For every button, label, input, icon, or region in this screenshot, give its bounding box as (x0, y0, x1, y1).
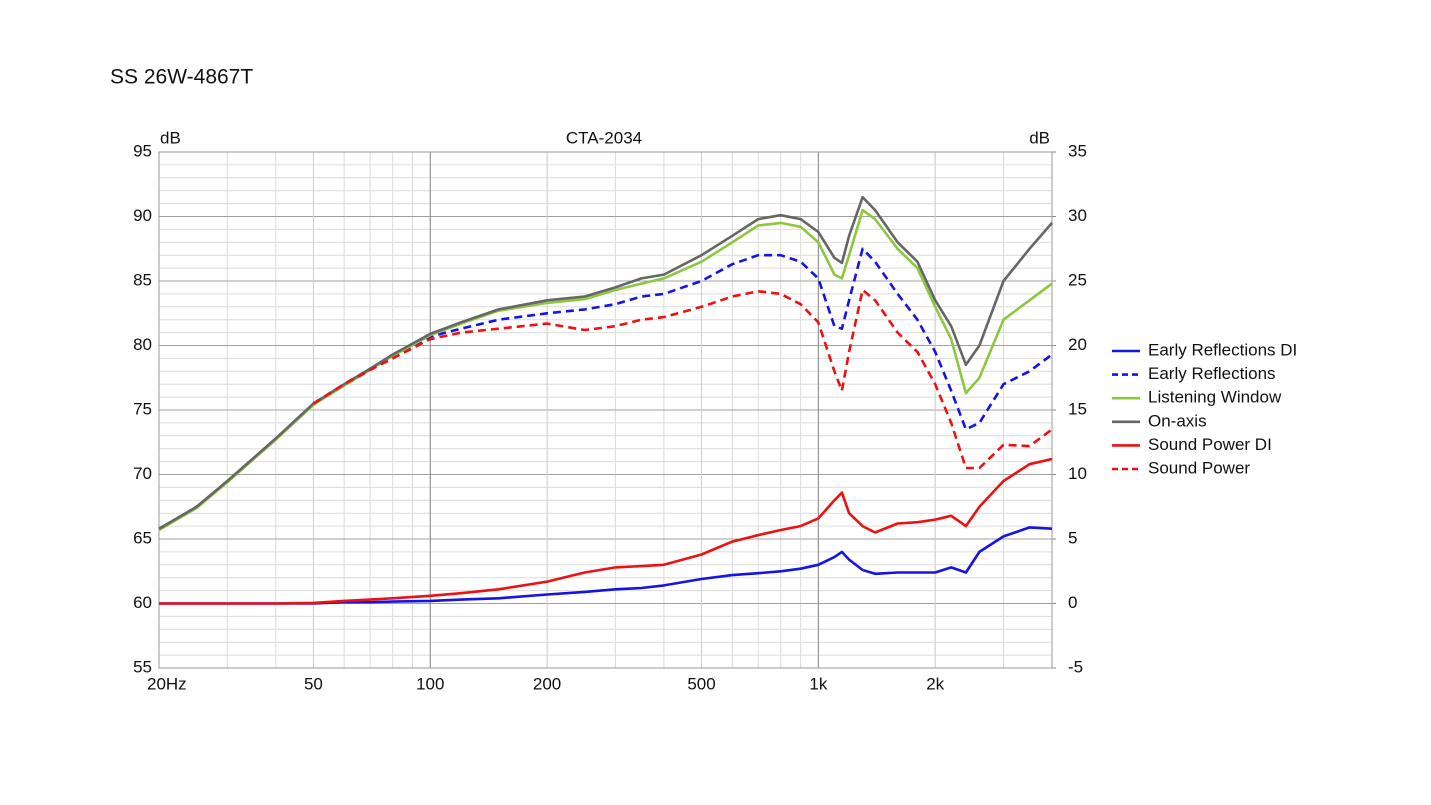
y2-tick-label: 30 (1068, 206, 1087, 225)
x-tick-label: 2k (926, 674, 944, 693)
series-line (159, 457, 1053, 605)
y-tick-label: 55 (133, 657, 152, 676)
y2-tick-label: 0 (1068, 593, 1077, 612)
x-tick-label: 200 (533, 674, 561, 693)
series-line (312, 247, 1053, 431)
y-tick-label: 95 (133, 141, 152, 160)
y-tick-label: 85 (133, 270, 152, 289)
y2-tick-label: 5 (1068, 528, 1077, 547)
y2-tick-label: 25 (1068, 270, 1087, 289)
series-line (312, 288, 1053, 470)
legend-label: Early Reflections DI (1148, 340, 1297, 359)
x-tick-label: 1k (809, 674, 827, 693)
y2-tick-label: 35 (1068, 141, 1087, 160)
y-tick-label: 65 (133, 528, 152, 547)
series-line (159, 526, 1053, 605)
y-tick-label: 90 (133, 206, 152, 225)
page-title: SS 26W-4867T (110, 66, 253, 89)
legend-label: Listening Window (1148, 388, 1282, 407)
y-tick-label: 60 (133, 593, 152, 612)
y-axis-label: dB (160, 128, 181, 147)
x-tick-label: 500 (687, 674, 715, 693)
legend-label: On-axis (1148, 411, 1207, 430)
y-tick-label: 70 (133, 464, 152, 483)
plot-frame (158, 151, 1053, 669)
y-tick-label: 75 (133, 399, 152, 418)
x-tick-label: 50 (304, 674, 323, 693)
y2-tick-label: 15 (1068, 399, 1087, 418)
x-tick-label: 20Hz (147, 674, 187, 693)
y2-axis-label: dB (1029, 128, 1050, 147)
chart-title: CTA-2034 (566, 128, 642, 147)
legend-label: Early Reflections (1148, 364, 1276, 383)
y2-tick-label: 20 (1068, 335, 1087, 354)
series-line (158, 195, 1053, 530)
series-line (158, 208, 1053, 532)
x-tick-label: 100 (416, 674, 444, 693)
legend-label: Sound Power (1148, 458, 1250, 477)
y2-tick-label: 10 (1068, 464, 1087, 483)
y-tick-label: 80 (133, 335, 152, 354)
y2-tick-label: -5 (1068, 657, 1083, 676)
legend-label: Sound Power DI (1148, 435, 1272, 454)
